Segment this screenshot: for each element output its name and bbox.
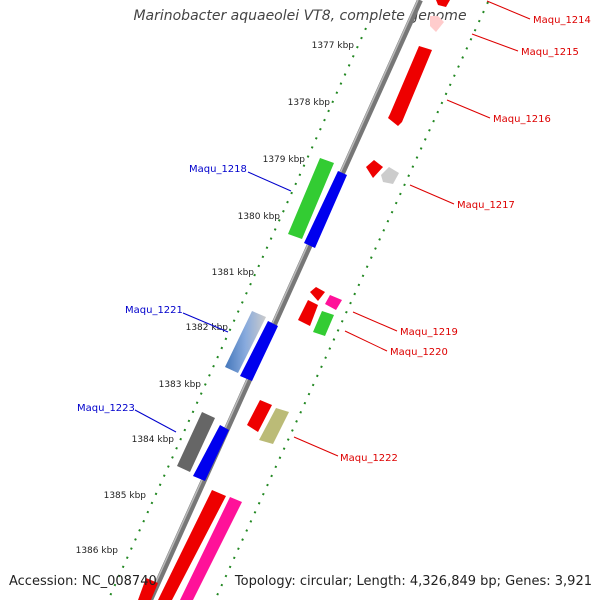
gene-arrow-maqu-1220[interactable]	[313, 311, 334, 336]
gene-arrow-maqu-1216[interactable]	[388, 46, 432, 126]
map-title: Marinobacter aquaeolei VT8, complete gen…	[133, 8, 467, 24]
gene-arrow-pink-long[interactable]	[180, 497, 242, 600]
gene-label-maqu-1218[interactable]: Maqu_1218	[189, 164, 247, 175]
callout-maqu-1222	[293, 436, 339, 457]
gene-label-maqu-1221[interactable]: Maqu_1221	[125, 305, 183, 316]
gene-arrow-maqu-1223b[interactable]	[193, 425, 229, 481]
scale-tick-label: 1386 kbp	[76, 546, 119, 556]
scale-tick-label: 1381 kbp	[212, 268, 255, 278]
callout-maqu-1218	[247, 171, 292, 192]
genome-backbone-highlight	[147, 0, 419, 600]
gene-arrow-maqu-1222b[interactable]	[259, 408, 289, 444]
gene-arrow-maqu-1219b[interactable]	[325, 295, 342, 310]
gene-arrow-maqu-1214[interactable]	[436, 0, 450, 7]
gene-label-maqu-1215[interactable]: Maqu_1215	[521, 47, 579, 58]
gene-label-maqu-1220[interactable]: Maqu_1220	[390, 347, 448, 358]
scale-tick-label: 1383 kbp	[159, 380, 202, 390]
scale-tick-label: 1378 kbp	[288, 98, 331, 108]
gene-arrow-maqu-1218a[interactable]	[288, 158, 334, 239]
callout-maqu-1217	[409, 184, 455, 205]
gene-arrow-maqu-1221b[interactable]	[240, 321, 278, 381]
gene-arrow-maqu-1219c[interactable]	[298, 300, 318, 326]
scale-ring-outer	[109, 27, 367, 597]
gene-label-maqu-1223[interactable]: Maqu_1223	[77, 403, 135, 414]
callout-maqu-1223	[134, 409, 177, 433]
gene-arrow-maqu-1221a[interactable]	[225, 311, 266, 373]
gene-arrow-maqu-1223a[interactable]	[177, 412, 215, 472]
callout-maqu-1221	[182, 312, 229, 333]
scale-tick-label: 1384 kbp	[132, 435, 175, 445]
scale-tick-label: 1379 kbp	[263, 155, 306, 165]
callout-maqu-1216	[446, 99, 491, 119]
genome-backbone	[147, 0, 423, 600]
accession-label: Accession: NC_008740	[9, 574, 157, 589]
callout-maqu-1220	[344, 330, 388, 352]
callout-maqu-1219	[352, 311, 398, 332]
scale-tick-label: 1385 kbp	[104, 491, 147, 501]
gene-label-maqu-1216[interactable]: Maqu_1216	[493, 114, 551, 125]
genome-stats-label: Topology: circular; Length: 4,326,849 bp…	[234, 574, 592, 589]
gene-arrow-maqu-1218b[interactable]	[304, 171, 347, 248]
scale-tick-label: 1377 kbp	[312, 41, 355, 51]
scale-ring-inner	[214, 1, 489, 600]
gene-label-maqu-1214[interactable]: Maqu_1214	[533, 15, 591, 26]
gene-label-maqu-1219[interactable]: Maqu_1219	[400, 327, 458, 338]
gene-arrow-red-long[interactable]	[158, 490, 226, 600]
gene-arrow-red-bottom[interactable]	[138, 578, 158, 600]
callout-maqu-1214	[486, 0, 531, 20]
gene-arrow-maqu-1217b[interactable]	[381, 167, 399, 184]
gene-label-maqu-1217[interactable]: Maqu_1217	[457, 200, 515, 211]
scale-tick-label: 1382 kbp	[186, 323, 229, 333]
gene-arrow-maqu-1219a[interactable]	[310, 287, 325, 301]
scale-tick-label: 1380 kbp	[238, 212, 281, 222]
gene-arrow-maqu-1222a[interactable]	[247, 400, 272, 432]
gene-arrow-maqu-1215[interactable]	[430, 16, 444, 32]
gene-label-maqu-1222[interactable]: Maqu_1222	[340, 453, 398, 464]
callout-maqu-1215	[471, 33, 519, 52]
gene-arrow-maqu-1217a[interactable]	[366, 160, 383, 178]
